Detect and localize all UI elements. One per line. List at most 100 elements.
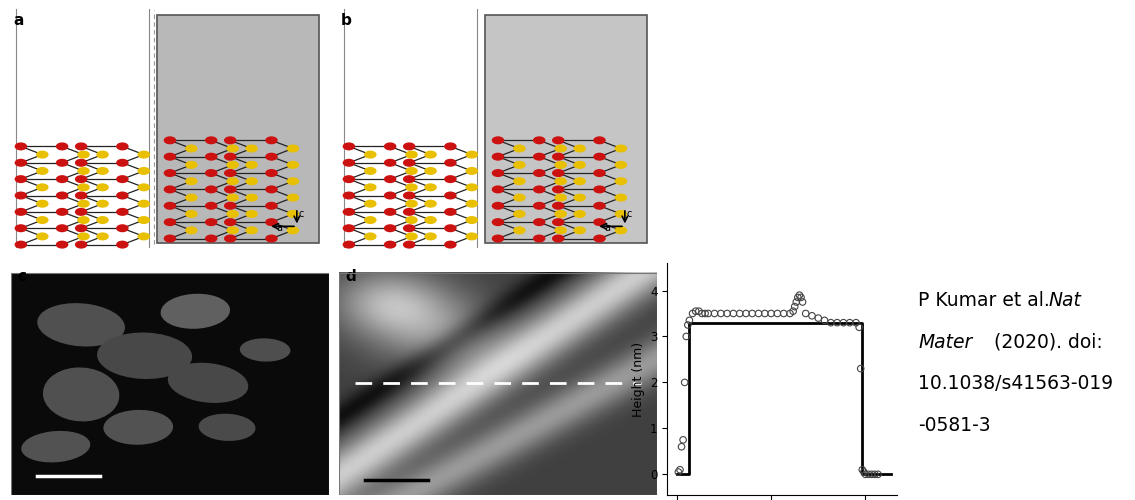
Point (809, 314, 827, 322)
Text: a: a (12, 13, 24, 28)
Ellipse shape (239, 338, 291, 361)
Circle shape (444, 192, 456, 200)
Circle shape (533, 218, 546, 226)
Point (712, 310, 730, 318)
Circle shape (594, 218, 606, 226)
Circle shape (513, 144, 526, 152)
Circle shape (205, 218, 218, 226)
Circle shape (533, 202, 546, 210)
Point (856, 470, 874, 478)
Circle shape (163, 136, 176, 144)
Circle shape (364, 184, 377, 192)
Circle shape (444, 240, 456, 248)
Circle shape (36, 232, 49, 240)
Circle shape (163, 169, 176, 177)
Circle shape (137, 167, 150, 175)
Circle shape (403, 142, 415, 150)
Circle shape (77, 150, 90, 158)
Circle shape (75, 159, 87, 167)
Circle shape (552, 218, 564, 226)
Circle shape (405, 200, 418, 207)
Circle shape (444, 142, 456, 150)
Circle shape (224, 202, 236, 210)
Text: (2020). doi:: (2020). doi: (987, 332, 1102, 351)
Circle shape (444, 159, 456, 167)
Point (699, 310, 717, 318)
Circle shape (77, 184, 90, 192)
Circle shape (75, 240, 87, 248)
Circle shape (77, 200, 90, 207)
Point (863, 470, 881, 478)
Circle shape (364, 150, 377, 158)
Circle shape (56, 192, 68, 200)
Circle shape (491, 169, 504, 177)
Circle shape (513, 194, 526, 202)
Circle shape (615, 144, 628, 152)
Circle shape (224, 218, 236, 226)
Circle shape (226, 210, 238, 218)
Circle shape (15, 208, 27, 216)
Circle shape (116, 224, 128, 232)
Circle shape (594, 202, 606, 210)
Circle shape (465, 167, 478, 175)
Point (789, 294, 807, 302)
Circle shape (554, 144, 568, 152)
Circle shape (137, 200, 150, 207)
Circle shape (287, 194, 300, 202)
Circle shape (465, 200, 478, 207)
Circle shape (424, 232, 437, 240)
Circle shape (36, 184, 49, 192)
Circle shape (552, 152, 564, 160)
Text: Nat: Nat (1048, 291, 1081, 310)
Circle shape (554, 194, 568, 202)
Circle shape (226, 177, 238, 185)
Ellipse shape (98, 332, 192, 379)
Circle shape (163, 234, 176, 242)
Point (687, 307, 705, 315)
Circle shape (245, 210, 258, 218)
Circle shape (513, 226, 526, 234)
Circle shape (533, 186, 546, 194)
Circle shape (594, 136, 606, 144)
Circle shape (533, 152, 546, 160)
Circle shape (424, 167, 437, 175)
Circle shape (424, 200, 437, 207)
Circle shape (224, 186, 236, 194)
Circle shape (287, 210, 300, 218)
Circle shape (343, 192, 355, 200)
Circle shape (75, 192, 87, 200)
Point (869, 470, 888, 478)
Circle shape (15, 159, 27, 167)
Point (768, 310, 787, 318)
Circle shape (56, 208, 68, 216)
Circle shape (552, 169, 564, 177)
Text: c: c (18, 268, 27, 283)
Circle shape (205, 186, 218, 194)
Ellipse shape (199, 414, 255, 441)
Circle shape (75, 142, 87, 150)
Point (683, 310, 701, 318)
Circle shape (205, 169, 218, 177)
Circle shape (405, 184, 418, 192)
Circle shape (137, 216, 150, 224)
Circle shape (615, 177, 628, 185)
Circle shape (403, 159, 415, 167)
Text: 10.1038/s41563-019: 10.1038/s41563-019 (918, 374, 1113, 394)
Ellipse shape (103, 410, 174, 445)
Point (706, 310, 724, 318)
Circle shape (56, 159, 68, 167)
Text: c: c (299, 209, 304, 219)
Ellipse shape (161, 294, 230, 329)
Circle shape (163, 202, 176, 210)
Circle shape (287, 144, 300, 152)
Point (829, 318, 847, 326)
Circle shape (403, 192, 415, 200)
Circle shape (116, 159, 128, 167)
Circle shape (424, 184, 437, 192)
Point (670, 468, 688, 476)
Circle shape (266, 169, 278, 177)
Circle shape (226, 226, 238, 234)
Point (788, 298, 806, 306)
Circle shape (533, 234, 546, 242)
Circle shape (364, 232, 377, 240)
